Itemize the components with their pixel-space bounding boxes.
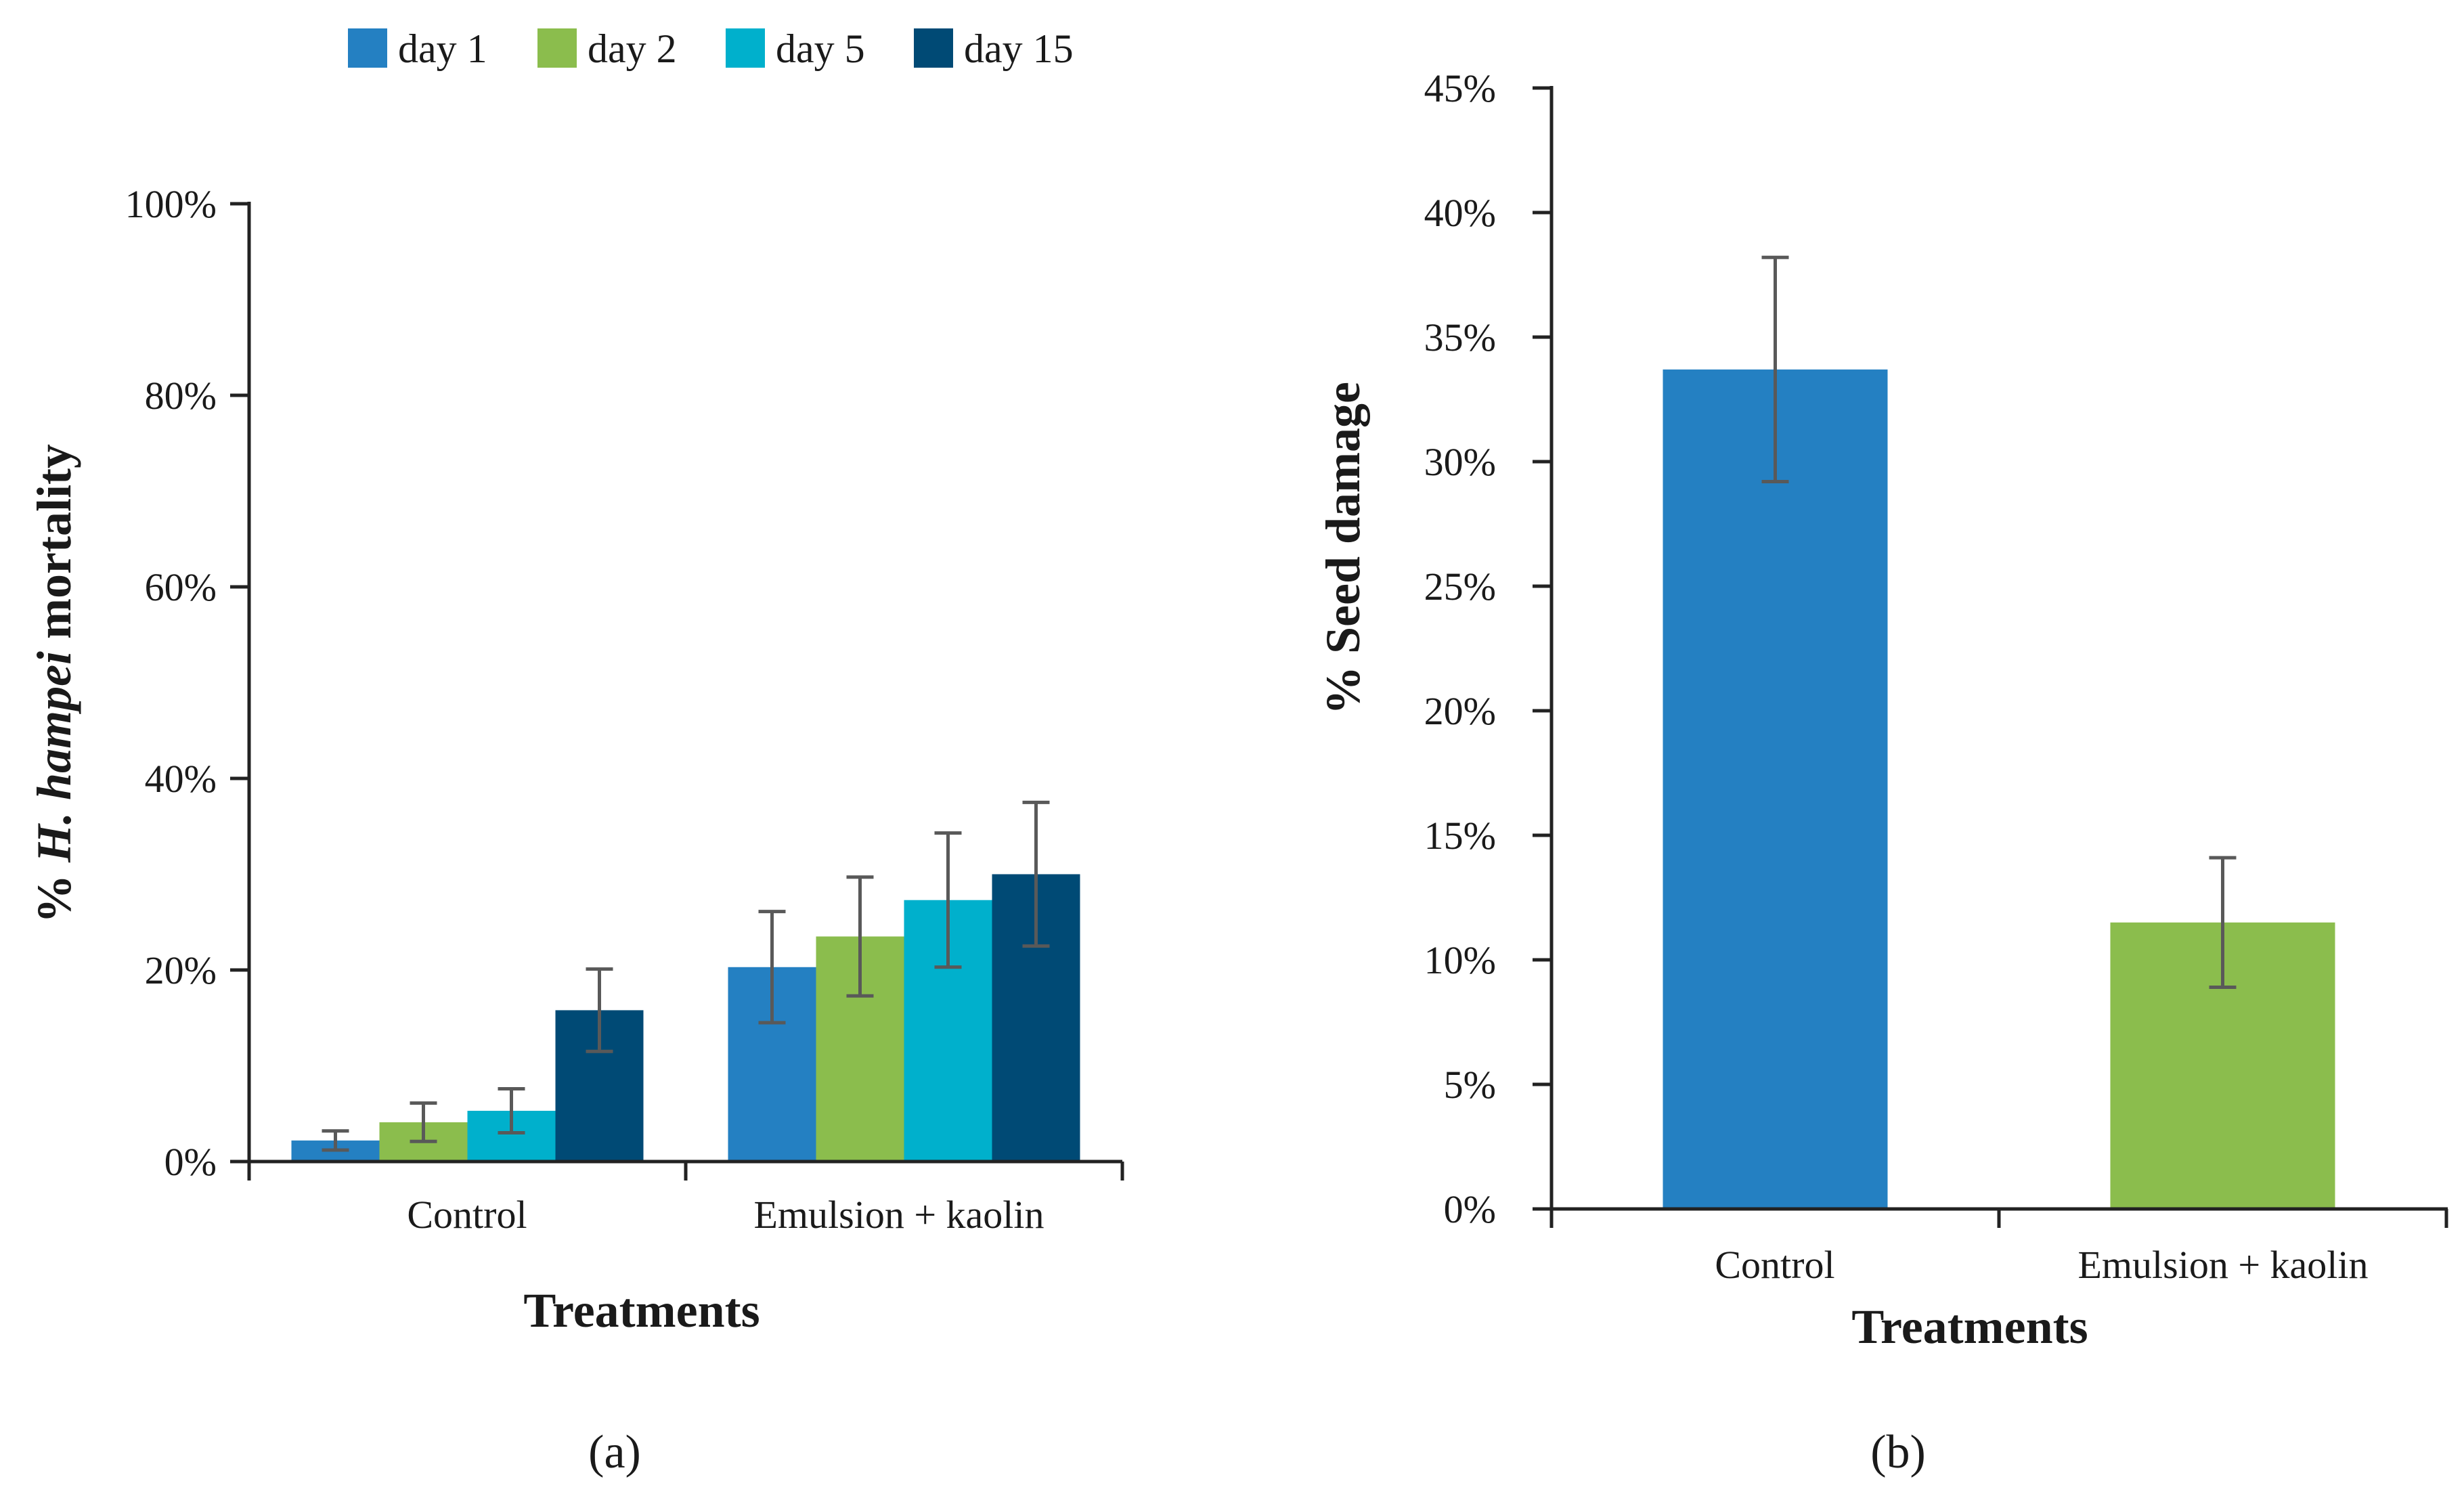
bars-group bbox=[1663, 255, 2335, 1209]
legend-label-day-2: day 2 bbox=[588, 26, 677, 71]
y-tick-label: 5% bbox=[1444, 1063, 1496, 1107]
legend-swatch-day-15 bbox=[914, 28, 953, 68]
panel-b-seed-damage-chart: 0% 5% 10% 15% 20% 25% 30% 35% 40% 45% bbox=[1316, 66, 2448, 1478]
x-category-label: Emulsion + kaolin bbox=[753, 1193, 1044, 1237]
bars-group bbox=[291, 800, 1080, 1162]
y-axis-title-suffix: mortality bbox=[27, 444, 81, 651]
y-axis-title: % Seed damage bbox=[1316, 382, 1370, 715]
legend-label-day-5: day 5 bbox=[776, 26, 865, 71]
panel-a-mortality-chart: day 1 day 2 day 5 day 15 0% 20% 40% 60% … bbox=[27, 26, 1124, 1478]
y-axis-title-prefix: % bbox=[27, 862, 81, 923]
y-tick-label: 25% bbox=[1424, 565, 1496, 609]
y-tick-label: 0% bbox=[1444, 1187, 1496, 1231]
legend: day 1 day 2 day 5 day 15 bbox=[348, 26, 1074, 71]
y-axis-title-species: H. hampei bbox=[27, 651, 81, 863]
y-axis-ticks: 0% 5% 10% 15% 20% 25% 30% 35% 40% 45% bbox=[1424, 66, 1552, 1231]
y-tick-label: 40% bbox=[145, 757, 217, 801]
x-category-label: Emulsion + kaolin bbox=[2077, 1243, 2368, 1287]
panel-label: (b) bbox=[1870, 1426, 1926, 1478]
y-tick-label: 40% bbox=[1424, 191, 1496, 235]
x-category-label: Control bbox=[1715, 1243, 1834, 1287]
legend-swatch-day-5 bbox=[726, 28, 765, 68]
y-tick-label: 20% bbox=[1424, 689, 1496, 733]
legend-swatch-day-1 bbox=[348, 28, 387, 68]
y-tick-label: 15% bbox=[1424, 814, 1496, 858]
legend-label-day-1: day 1 bbox=[398, 26, 487, 71]
y-tick-label: 60% bbox=[145, 565, 217, 609]
y-tick-label: 30% bbox=[1424, 440, 1496, 484]
legend-label-day-15: day 15 bbox=[964, 26, 1074, 71]
y-tick-label: 20% bbox=[145, 948, 217, 992]
y-tick-label: 0% bbox=[164, 1140, 217, 1184]
y-tick-label: 45% bbox=[1424, 66, 1496, 110]
y-tick-label: 100% bbox=[125, 182, 217, 226]
panel-label: (a) bbox=[588, 1426, 641, 1478]
y-tick-label: 35% bbox=[1424, 315, 1496, 359]
y-tick-label: 10% bbox=[1424, 938, 1496, 982]
x-axis-title: Treatments bbox=[523, 1283, 760, 1338]
x-axis-title: Treatments bbox=[1851, 1300, 2088, 1354]
bar-control bbox=[1663, 369, 1888, 1209]
y-tick-label: 80% bbox=[145, 374, 217, 418]
y-axis-ticks: 0% 20% 40% 60% 80% 100% bbox=[125, 182, 249, 1184]
y-axis-title: % H. hampei mortality bbox=[27, 444, 81, 923]
x-category-label: Control bbox=[407, 1193, 527, 1237]
legend-swatch-day-2 bbox=[537, 28, 577, 68]
